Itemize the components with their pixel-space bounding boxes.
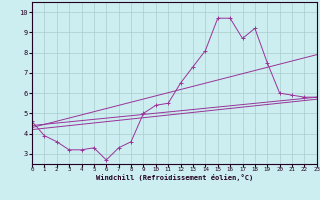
X-axis label: Windchill (Refroidissement éolien,°C): Windchill (Refroidissement éolien,°C) <box>96 174 253 181</box>
